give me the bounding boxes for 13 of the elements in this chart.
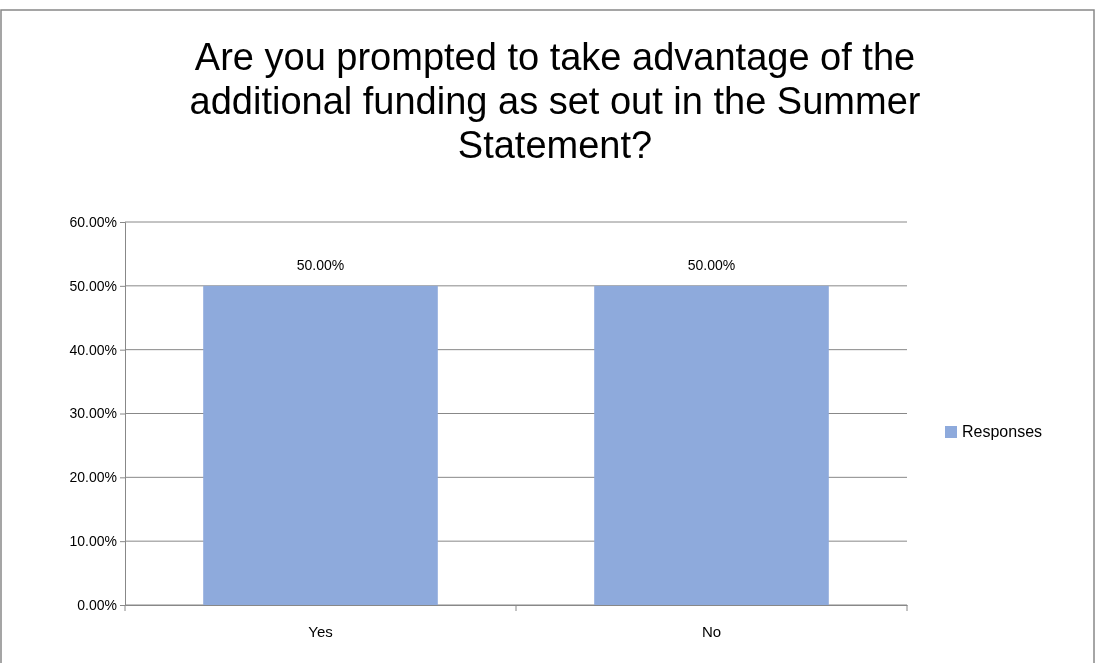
data-label: 50.00% <box>296 256 345 273</box>
data-label: 50.00% <box>687 256 736 273</box>
x-tick-label: No <box>701 622 722 640</box>
y-tick-label: 30.00% <box>69 405 117 422</box>
y-tick-label: 0.00% <box>77 596 117 613</box>
y-tick-label: 50.00% <box>69 277 117 294</box>
legend-label: Responses <box>962 423 1043 440</box>
y-tick-label: 20.00% <box>69 469 117 486</box>
chart-title: Are you prompted to take advantage of the additional funding as set out in the Summer Statement? <box>189 36 921 166</box>
y-tick-label: 40.00% <box>69 341 117 358</box>
y-tick-label: 60.00% <box>69 213 117 230</box>
x-tick-label: Yes <box>308 622 333 640</box>
y-tick-label: 10.00% <box>69 533 117 550</box>
